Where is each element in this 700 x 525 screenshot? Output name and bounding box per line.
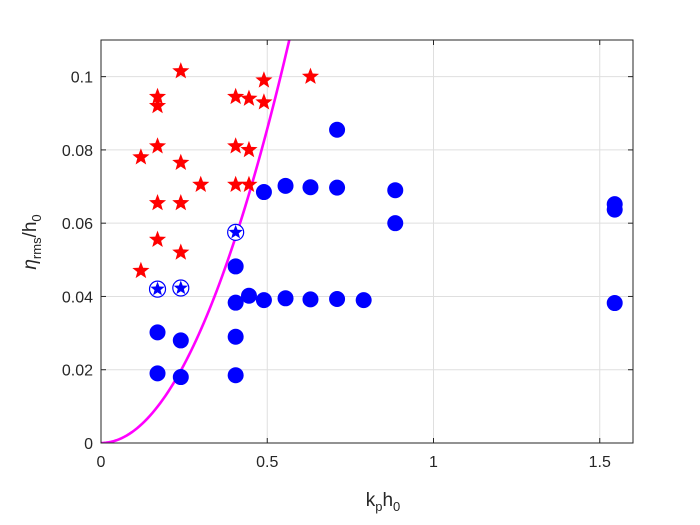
x-tick-label: 0 <box>97 454 106 471</box>
star-marker <box>172 62 190 79</box>
circled-star-marker <box>148 280 167 298</box>
circle-marker <box>355 292 372 309</box>
circle-marker <box>302 179 319 196</box>
circle-marker <box>329 291 346 308</box>
star-marker <box>192 175 210 192</box>
star-marker <box>132 261 150 279</box>
tick-labels: 0 0.5 1 1.5 0 0.02 0.04 0.06 0.08 0.1 <box>62 70 611 471</box>
threshold-curve-layer <box>101 40 291 443</box>
circle-marker <box>606 295 623 312</box>
star-marker <box>227 175 245 192</box>
star-marker <box>148 96 167 114</box>
x-axis-label: kph0 <box>366 490 401 514</box>
star-marker <box>240 89 258 106</box>
circle-marker <box>172 369 189 386</box>
circle-marker <box>255 184 272 201</box>
threshold-curve <box>101 40 291 443</box>
circle-marker <box>277 177 294 194</box>
y-tick-label: 0.1 <box>71 70 93 87</box>
star-marker <box>227 137 245 154</box>
circle-marker <box>277 290 294 307</box>
star-marker <box>227 87 245 105</box>
y-axis-label: ηrms/h0 <box>20 214 44 269</box>
y-tick-label: 0.02 <box>62 363 93 380</box>
plot-frame <box>100 39 634 444</box>
circle-marker <box>606 196 623 213</box>
star-marker <box>301 67 320 84</box>
circle-marker <box>227 294 244 311</box>
y-tick-label: 0.06 <box>62 216 93 233</box>
circle-marker <box>302 291 319 308</box>
circle-marker <box>227 367 244 384</box>
star-marker <box>172 194 190 211</box>
y-tick-label: 0 <box>84 436 93 453</box>
x-tick-label: 1.5 <box>589 454 611 471</box>
star-marker <box>255 93 273 110</box>
circle-marker <box>149 365 166 382</box>
axis-ticks <box>100 40 633 444</box>
star-marker <box>240 140 258 158</box>
markers-layer <box>132 62 623 386</box>
circle-marker <box>172 332 189 349</box>
star-marker <box>148 137 167 154</box>
star-marker <box>172 243 190 260</box>
y-tick-label: 0.04 <box>62 289 93 306</box>
circled-star-marker <box>172 279 190 297</box>
circle-marker <box>149 324 166 341</box>
star-marker <box>240 175 258 192</box>
circle-marker <box>240 287 257 304</box>
star-marker <box>172 153 190 171</box>
y-tick-label: 0.08 <box>62 143 93 160</box>
circle-marker <box>387 215 404 232</box>
star-marker <box>255 71 273 88</box>
circle-marker <box>255 292 272 309</box>
x-tick-label: 1 <box>429 454 438 471</box>
circle-marker <box>387 182 404 199</box>
star-marker <box>148 194 167 211</box>
circle-marker <box>329 121 346 138</box>
star-marker <box>148 230 167 247</box>
circle-marker <box>329 179 346 196</box>
star-marker <box>148 87 167 105</box>
star-marker <box>132 148 150 165</box>
circled-star-marker <box>227 223 245 241</box>
circle-marker <box>227 328 244 345</box>
x-tick-label: 0.5 <box>256 454 278 471</box>
circle-marker <box>227 258 244 275</box>
